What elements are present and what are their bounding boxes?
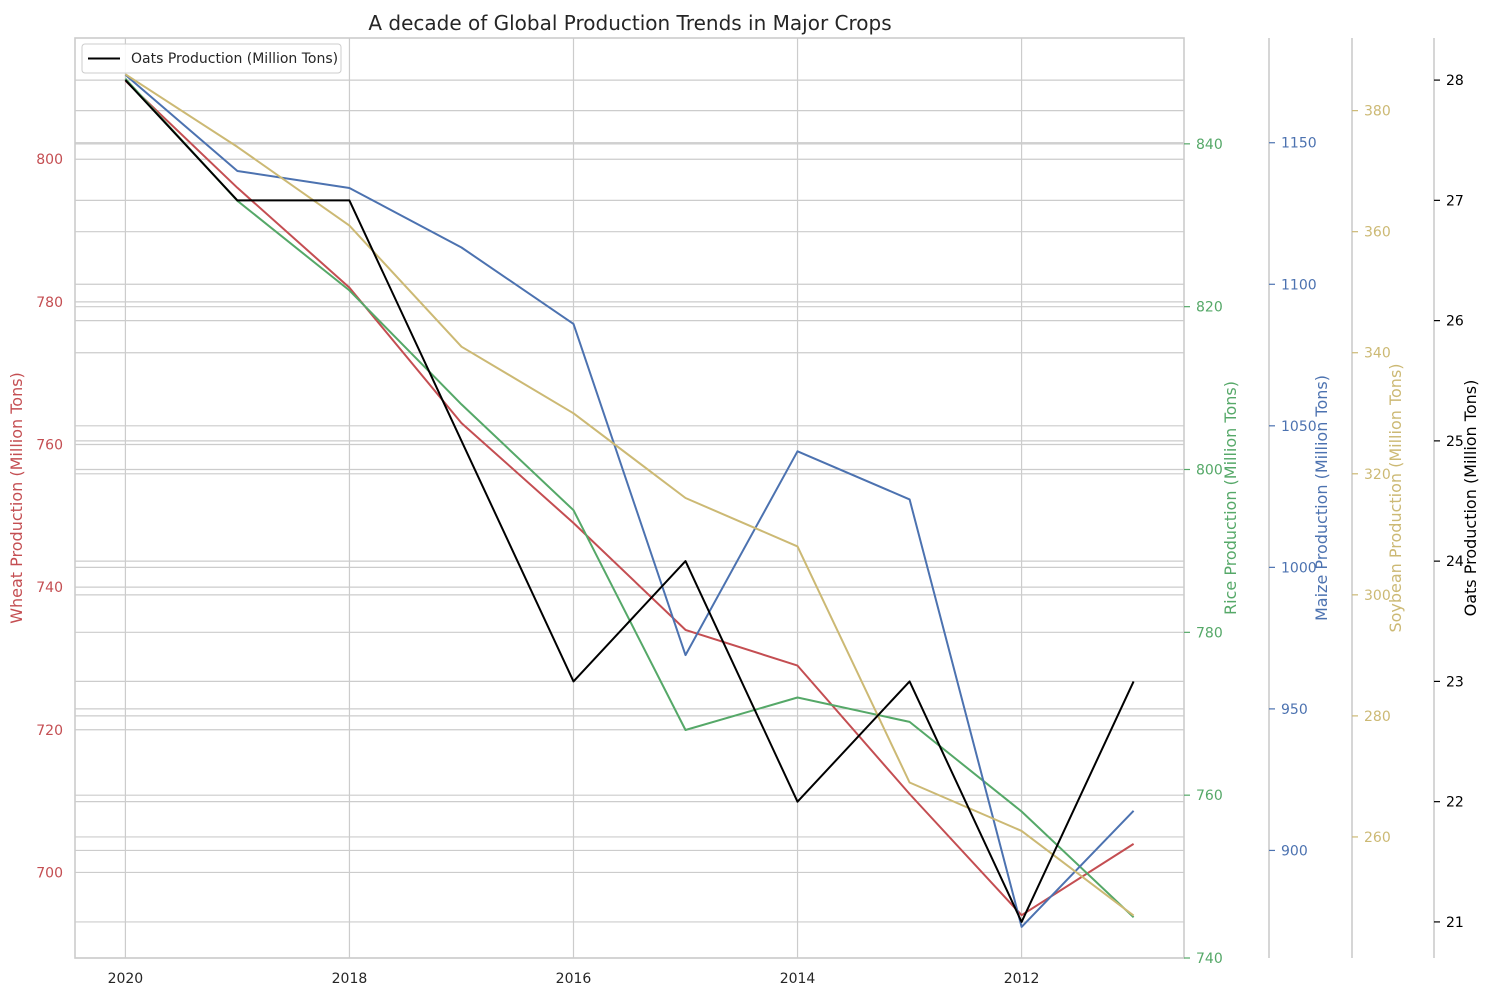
- y-tick-label: 800: [1196, 463, 1223, 479]
- y-tick-label: 22: [1446, 795, 1464, 811]
- grid: [75, 38, 1184, 959]
- y-tick-label: 760: [36, 438, 63, 454]
- legend: Oats Production (Million Tons): [81, 43, 342, 74]
- chart-title: A decade of Global Production Trends in …: [368, 11, 891, 35]
- legend-box: [81, 43, 342, 74]
- y-axis-label: Oats Production (Million Tons): [1461, 380, 1480, 617]
- y-tick-label: 950: [1281, 702, 1308, 718]
- y-tick-label: 720: [36, 723, 63, 739]
- y-tick-label: 1150: [1281, 136, 1317, 152]
- y-tick-label: 740: [36, 580, 63, 596]
- x-tick-label: 2014: [780, 971, 816, 987]
- y-tick-label: 380: [1364, 104, 1391, 120]
- y-tick-label: 760: [1196, 788, 1223, 804]
- y-axis-label: Rice Production (Million Tons): [1221, 381, 1240, 615]
- series-line: [124, 73, 1135, 917]
- y-tick-label: 260: [1364, 830, 1391, 846]
- x-tick-label: 2020: [108, 971, 144, 987]
- plot-frame: [74, 37, 1185, 959]
- y-tick-label: 21: [1446, 915, 1464, 931]
- y-tick-label: 780: [36, 295, 63, 311]
- axes: 2020 2018 2016 2014 2012 700 720 740 760 780 800 Wh…: [7, 37, 1480, 987]
- series-lines: [124, 73, 1135, 928]
- y-tick-label: 24: [1446, 554, 1464, 570]
- y-tick-label: 26: [1446, 314, 1464, 330]
- series-line: [124, 80, 1135, 917]
- y-tick-label: 320: [1364, 467, 1391, 483]
- legend-label: Oats Production (Million Tons): [131, 51, 338, 67]
- y-tick-label: 780: [1196, 625, 1223, 641]
- x-tick-label: 2016: [556, 971, 592, 987]
- y-axis-label: Soybean Production (Million Tons): [1386, 363, 1405, 632]
- y-tick-label: 1000: [1281, 560, 1317, 576]
- series-line: [124, 79, 1135, 923]
- series-line: [124, 74, 1135, 928]
- y-axis-label: Maize Production (Million Tons): [1312, 375, 1331, 621]
- y-tick-label: 25: [1446, 434, 1464, 450]
- y-tick-label: 1100: [1281, 277, 1317, 293]
- y-tick-label: 300: [1364, 588, 1391, 604]
- y-tick-label: 1050: [1281, 419, 1317, 435]
- y-tick-label: 23: [1446, 674, 1464, 690]
- y-tick-label: 700: [36, 865, 63, 881]
- y-tick-label: 900: [1281, 843, 1308, 859]
- y-tick-label: 340: [1364, 346, 1391, 362]
- x-tick-label: 2018: [332, 971, 368, 987]
- y-tick-label: 740: [1196, 951, 1223, 967]
- y-tick-label: 28: [1446, 73, 1464, 89]
- y-tick-label: 840: [1196, 137, 1223, 153]
- y-tick-label: 280: [1364, 709, 1391, 725]
- series-line: [124, 78, 1135, 919]
- y-tick-label: 820: [1196, 300, 1223, 316]
- x-tick-label: 2012: [1004, 971, 1040, 987]
- y-tick-label: 800: [36, 152, 63, 168]
- y-axis-label: Wheat Production (Million Tons): [7, 372, 26, 624]
- y-tick-label: 360: [1364, 225, 1391, 241]
- y-tick-label: 27: [1446, 193, 1464, 209]
